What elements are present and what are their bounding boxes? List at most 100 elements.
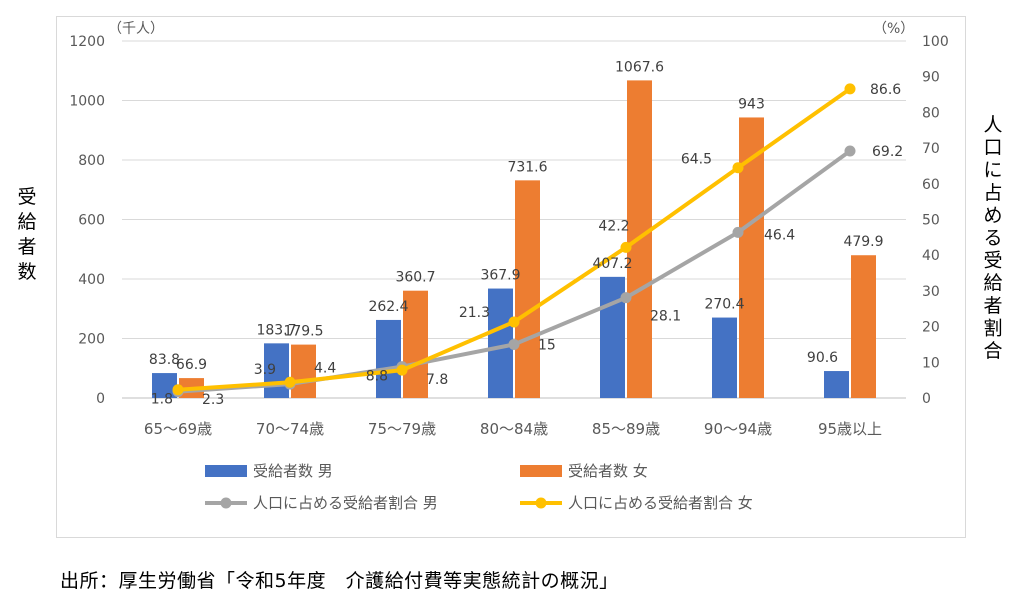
gridlines	[122, 40, 906, 399]
legend-swatch-marker	[220, 497, 232, 509]
right-tick-label: 80	[922, 105, 940, 121]
bar-value-label: 360.7	[395, 270, 435, 286]
line-value-label: 42.2	[598, 218, 629, 234]
source-note: 出所：厚生労働省「令和5年度 介護給付費等実態統計の概況」	[60, 570, 619, 592]
bar-value-label: 731.6	[507, 159, 547, 175]
bar-value-label: 66.9	[176, 357, 207, 373]
left-tick-label: 1200	[69, 34, 105, 50]
bar-value-label: 270.4	[704, 297, 744, 313]
left-tick-label: 400	[78, 272, 105, 288]
right-axis-title-char: 口	[983, 137, 1002, 159]
bar	[152, 373, 177, 398]
line-point	[284, 376, 296, 388]
line-point	[508, 316, 520, 328]
category-label: 90～94歳	[704, 420, 772, 438]
line-value-label: 15	[538, 337, 556, 353]
bar-value-label: 83.8	[149, 352, 180, 368]
line-value-label: 2.3	[202, 392, 224, 408]
legend-swatch-bar	[520, 465, 562, 477]
right-tick-label: 10	[922, 355, 940, 371]
category-label: 95歳以上	[818, 420, 882, 438]
line-value-label: 64.5	[681, 152, 712, 168]
right-tick-label: 0	[922, 391, 931, 407]
right-tick-label: 70	[922, 141, 940, 157]
line-value-label: 1.8	[151, 392, 173, 408]
line-point	[732, 226, 744, 238]
right-tick-label: 100	[922, 34, 949, 50]
bar	[376, 319, 401, 398]
right-tick-label: 90	[922, 70, 940, 86]
bar-value-label: 90.6	[807, 350, 838, 366]
right-axis-title-char: 給	[983, 272, 1002, 294]
left-axis-title-char: 者	[17, 236, 36, 258]
line-value-label: 86.6	[870, 82, 901, 98]
line-value-label: 46.4	[764, 227, 795, 243]
line-point	[844, 145, 856, 157]
bar-value-label: 479.9	[843, 234, 883, 250]
bar-value-label: 262.4	[368, 299, 408, 315]
left-axis-title-char: 給	[17, 211, 36, 233]
bar-value-label: 407.2	[592, 256, 632, 272]
line-value-label: 3.9	[254, 362, 276, 378]
left-tick-label: 600	[78, 213, 105, 229]
left-tick-label: 0	[96, 391, 105, 407]
right-axis-title-char: る	[983, 227, 1002, 249]
right-axis-title-char: 人	[983, 114, 1002, 136]
bar-value-label: 179.5	[283, 324, 323, 340]
line-point	[508, 338, 520, 350]
bar	[291, 344, 316, 398]
lines	[172, 83, 856, 398]
line-point	[620, 292, 632, 304]
category-label: 70～74歳	[256, 420, 324, 438]
bar-value-label: 367.9	[480, 268, 520, 284]
chart-frame	[56, 16, 966, 538]
category-label: 80～84歳	[480, 420, 548, 438]
line-point	[844, 83, 856, 95]
line-value-label: 7.8	[426, 372, 448, 388]
right-axis-title-char: 割	[983, 317, 1002, 339]
left-axis-title-char: 数	[17, 261, 36, 283]
line-value-label: 21.3	[459, 305, 490, 321]
legend-label: 受給者数 女	[568, 462, 648, 480]
bar-value-label: 1067.6	[615, 59, 664, 75]
line-value-label: 28.1	[650, 309, 681, 325]
line-point	[396, 364, 408, 376]
right-axis-unit: （%）	[873, 21, 914, 37]
right-tick-label: 40	[922, 248, 940, 264]
category-label: 85～89歳	[592, 420, 660, 438]
line-point	[620, 241, 632, 253]
right-tick-label: 60	[922, 177, 940, 193]
chart: 83.8 183.7 262.4 367.9 407.2 270.4 90.6 66.9 179…	[17, 21, 1002, 512]
bar	[515, 180, 540, 398]
left-tick-label: 200	[78, 332, 105, 348]
line-value-label: 4.4	[314, 360, 336, 376]
bar	[712, 317, 737, 398]
legend-label: 受給者数 男	[253, 462, 333, 480]
right-tick-label: 20	[922, 320, 940, 336]
left-tick-label: 800	[78, 153, 105, 169]
category-label: 75～79歳	[368, 420, 436, 438]
legend-swatch-bar	[205, 465, 247, 477]
left-tick-label: 1000	[69, 94, 105, 110]
legend-label: 人口に占める受給者割合 男	[253, 494, 438, 512]
right-axis-title-char: に	[983, 159, 1002, 181]
legend-swatch-marker	[535, 497, 547, 509]
legend-label: 人口に占める受給者割合 女	[568, 494, 753, 512]
left-axis-title-char: 受	[17, 186, 36, 208]
bars	[152, 80, 876, 399]
right-axis-title-char: 受	[983, 250, 1002, 272]
bar	[824, 371, 849, 398]
category-label: 65～69歳	[144, 420, 212, 438]
right-axis-title-char: 合	[983, 340, 1002, 362]
bar	[403, 290, 428, 398]
right-tick-label: 30	[922, 284, 940, 300]
line-point	[732, 162, 744, 174]
right-axis-title-char: め	[983, 204, 1002, 226]
right-axis-title-char: 占	[983, 182, 1002, 204]
axes: （千人） （%） 0 200 400 600 800 1000 1200 0 10 20 30 40 5…	[69, 21, 948, 438]
line-point	[172, 384, 184, 396]
right-axis-title-char: 者	[983, 295, 1002, 317]
line-value-label: 8.8	[366, 369, 388, 385]
